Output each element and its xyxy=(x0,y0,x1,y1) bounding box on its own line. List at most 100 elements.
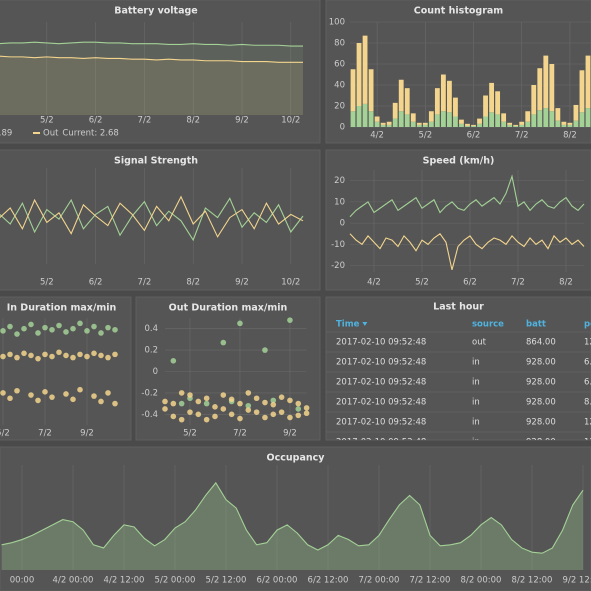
point xyxy=(262,347,268,353)
bar xyxy=(549,111,555,127)
column-header[interactable]: pe xyxy=(584,320,591,330)
panel-title: Signal Strength xyxy=(114,156,198,167)
bar xyxy=(579,70,585,113)
point xyxy=(253,409,260,415)
point xyxy=(35,330,41,336)
table-cell: 864.00 xyxy=(526,338,556,348)
bar xyxy=(477,118,482,124)
table-cell: 2017-02-10 09:52:48 xyxy=(336,418,426,428)
x-tick-label: 8/2 xyxy=(559,278,573,288)
point xyxy=(7,351,13,358)
y-tick-label: -20 xyxy=(331,261,345,271)
panel-title: Count histogram xyxy=(414,6,504,17)
point xyxy=(178,400,185,407)
point xyxy=(28,352,34,359)
x-tick-label: 10/2 xyxy=(281,278,300,288)
bar xyxy=(350,111,356,127)
bar xyxy=(398,79,404,112)
point xyxy=(77,386,83,393)
y-tick-label: 10 xyxy=(334,197,345,207)
point xyxy=(287,397,293,404)
point xyxy=(35,397,41,404)
table-cell: 12. xyxy=(584,438,591,448)
legend-value: Current: 2.89 xyxy=(0,129,12,139)
point xyxy=(112,400,118,407)
bar xyxy=(543,108,549,127)
bar xyxy=(513,124,519,126)
bar xyxy=(525,111,531,122)
point xyxy=(187,409,193,415)
point xyxy=(245,390,252,396)
panel-title: Last hour xyxy=(433,302,484,313)
point xyxy=(98,352,104,359)
bar xyxy=(386,121,392,125)
table-cell: 928.00 xyxy=(526,358,556,368)
y-tick-label: 60 xyxy=(334,60,345,70)
x-tick-label: 9/2 xyxy=(80,429,94,439)
point xyxy=(105,354,111,361)
panel-title: In Duration max/min xyxy=(7,303,117,314)
point xyxy=(77,351,83,358)
bar xyxy=(519,121,525,125)
bar xyxy=(507,124,513,127)
column-header[interactable]: Time xyxy=(336,320,360,330)
series-line xyxy=(349,174,585,218)
bar xyxy=(392,102,398,119)
point xyxy=(270,397,277,404)
x-tick-label: 6/2 00:00 xyxy=(257,576,298,586)
x-tick-label: 7/2 xyxy=(511,278,525,288)
panel-content: Out Duration max/min -0.4 -0.2 0 0.2 0.4 5/2 7/… xyxy=(141,303,310,439)
point xyxy=(70,354,76,361)
point xyxy=(84,328,90,334)
bar xyxy=(477,123,482,127)
panel-title: Battery voltage xyxy=(114,6,198,17)
x-tick-label: 5/2 xyxy=(415,278,429,288)
bar xyxy=(555,108,561,121)
bar xyxy=(440,74,446,112)
point xyxy=(98,330,104,336)
point xyxy=(187,392,193,398)
point xyxy=(237,400,243,407)
point xyxy=(203,400,210,407)
bar xyxy=(531,85,537,115)
y-tick-label: 40 xyxy=(334,81,345,91)
series-line xyxy=(0,41,303,47)
series-line xyxy=(0,55,303,63)
bar xyxy=(555,120,561,127)
table-cell: 928.00 xyxy=(526,438,556,448)
bar xyxy=(380,122,386,125)
point xyxy=(112,351,118,358)
bar xyxy=(585,55,591,109)
point xyxy=(245,402,252,409)
bar xyxy=(428,121,434,127)
y-tick-label: 80 xyxy=(334,39,345,49)
point xyxy=(245,407,252,413)
bar xyxy=(549,64,555,112)
panel xyxy=(0,0,321,144)
column-header[interactable]: batt xyxy=(526,320,546,330)
column-header[interactable]: source xyxy=(472,320,504,330)
bar xyxy=(513,125,519,127)
panel xyxy=(0,296,132,441)
x-tick-label: 7/2 xyxy=(138,116,152,126)
point xyxy=(42,351,48,358)
bar xyxy=(507,122,513,125)
series-line xyxy=(349,232,585,271)
bar xyxy=(398,111,404,127)
bar xyxy=(465,125,470,127)
point xyxy=(237,415,243,422)
point xyxy=(63,391,69,397)
point xyxy=(212,413,218,420)
bar xyxy=(459,119,464,124)
point xyxy=(178,416,185,423)
y-tick-label: 0 xyxy=(340,219,345,229)
point xyxy=(262,399,268,406)
bar xyxy=(410,113,416,122)
point xyxy=(212,404,218,410)
point xyxy=(105,324,111,331)
y-tick-label: 20 xyxy=(334,176,345,186)
series-line xyxy=(1,481,584,554)
table-cell: in xyxy=(472,418,480,428)
point xyxy=(295,412,302,419)
